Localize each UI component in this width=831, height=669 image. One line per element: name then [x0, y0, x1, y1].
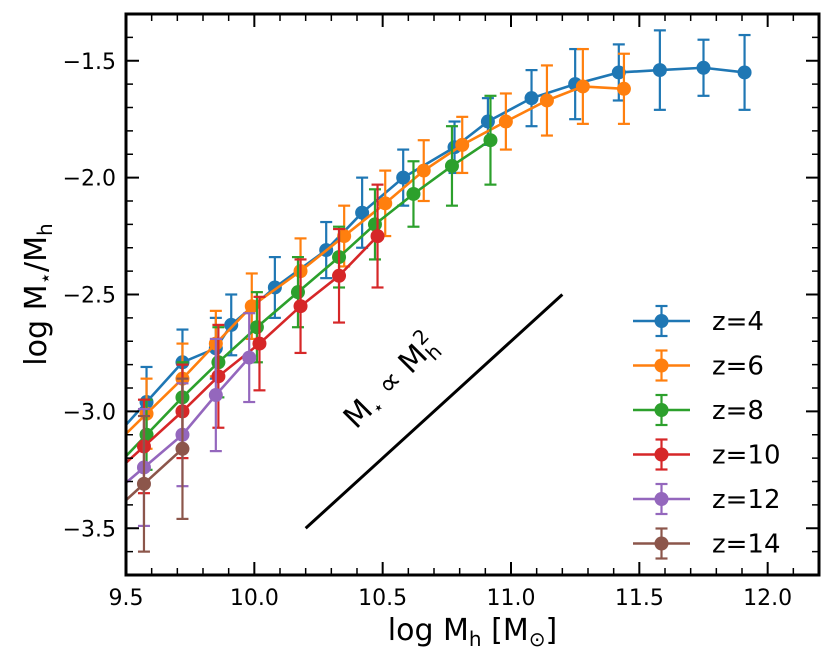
data-point: [455, 137, 470, 152]
legend-marker: [654, 492, 669, 506]
axis-labels: log Mh [M⊙]log M⋆/Mh: [19, 223, 557, 651]
series-z-4: [126, 29, 752, 439]
data-point: [575, 79, 590, 94]
x-label-units-sub: ⊙: [529, 627, 546, 651]
series-line: [126, 235, 379, 464]
data-point: [396, 170, 411, 185]
legend-marker: [654, 403, 669, 417]
legend-label: z=8: [712, 396, 764, 426]
data-point: [696, 60, 711, 75]
data-point: [175, 441, 190, 456]
data-point: [337, 229, 352, 244]
legend-item: z=10: [633, 438, 781, 471]
data-point: [208, 388, 223, 403]
y-tick-label: −2.5: [63, 284, 116, 309]
legend: z=4 z=6 z=8 z=10 z=12 z=14: [633, 304, 781, 560]
annotation-text: M⋆ ∝ Mh2: [333, 324, 448, 439]
data-point: [367, 217, 382, 232]
data-point: [498, 114, 513, 129]
x-tick-label: 10.0: [230, 586, 279, 611]
data-point: [252, 336, 267, 351]
x-label-main: log M: [388, 613, 469, 648]
legend-item: z=6: [633, 349, 764, 382]
data-point: [416, 163, 431, 178]
legend-item: z=12: [633, 482, 781, 516]
data-point: [737, 65, 752, 80]
legend-marker: [654, 536, 669, 551]
x-label-units: [M: [482, 613, 529, 648]
legend-item: z=8: [633, 393, 764, 427]
data-point: [652, 63, 667, 78]
data-point: [524, 91, 539, 106]
legend-label: z=12: [712, 485, 781, 515]
legend-label: z=6: [712, 352, 764, 382]
data-point: [249, 320, 264, 335]
x-tick-label: 11.0: [487, 586, 536, 611]
data-point: [406, 186, 421, 201]
data-layer: [126, 29, 752, 553]
data-point: [293, 299, 308, 314]
legend-item: z=4: [633, 304, 764, 338]
legend-marker: [654, 447, 669, 462]
y-label-main: log M: [19, 285, 54, 366]
y-tick-label: −3.0: [63, 400, 116, 425]
data-point: [378, 196, 393, 211]
y-tick-label: −3.5: [63, 517, 116, 542]
x-label-sub: h: [469, 627, 482, 651]
legend-marker: [654, 358, 669, 373]
y-label-star: ⋆: [33, 272, 57, 285]
data-point: [244, 299, 259, 314]
x-tick-label: 9.5: [109, 586, 144, 611]
data-point: [332, 268, 347, 283]
data-point: [480, 114, 495, 129]
x-axis-label: log Mh [M⊙]: [388, 613, 557, 651]
data-point: [444, 158, 459, 173]
axes: 9.5 10.0 10.5 11.0 11.5 12.0 −3.5 −3.0 −2.5 −2.0 −…: [63, 12, 821, 611]
data-point: [483, 133, 498, 148]
data-point: [616, 81, 631, 96]
series-z-14: [126, 377, 190, 553]
y-tick-label: −1.5: [63, 50, 116, 75]
data-point: [136, 476, 151, 491]
annotation-line: [304, 293, 564, 530]
data-point: [290, 285, 305, 300]
y-axis-label: log M⋆/Mh: [19, 223, 57, 365]
y-label-slash: /M: [19, 236, 54, 272]
plot-frame: [124, 12, 821, 577]
data-point: [611, 65, 626, 80]
series-line: [126, 85, 625, 435]
data-point: [539, 93, 554, 108]
data-point: [242, 350, 257, 365]
legend-label: z=14: [712, 530, 781, 560]
y-label-sub-h: h: [33, 223, 57, 236]
data-point: [211, 369, 226, 384]
annotation-layer: M⋆ ∝ Mh2: [304, 293, 564, 530]
data-point: [224, 317, 239, 332]
legend-label: z=4: [712, 307, 764, 337]
x-label-units-close: ]: [546, 613, 558, 648]
data-point: [355, 205, 370, 220]
x-tick-label: 11.5: [615, 586, 664, 611]
x-tick-label: 10.5: [358, 586, 407, 611]
data-point: [370, 229, 385, 244]
x-tick-label: 12.0: [743, 586, 792, 611]
legend-label: z=10: [712, 441, 781, 471]
y-tick-label: −2.0: [63, 167, 116, 192]
legend-item: z=14: [633, 527, 781, 560]
legend-marker: [654, 314, 669, 328]
